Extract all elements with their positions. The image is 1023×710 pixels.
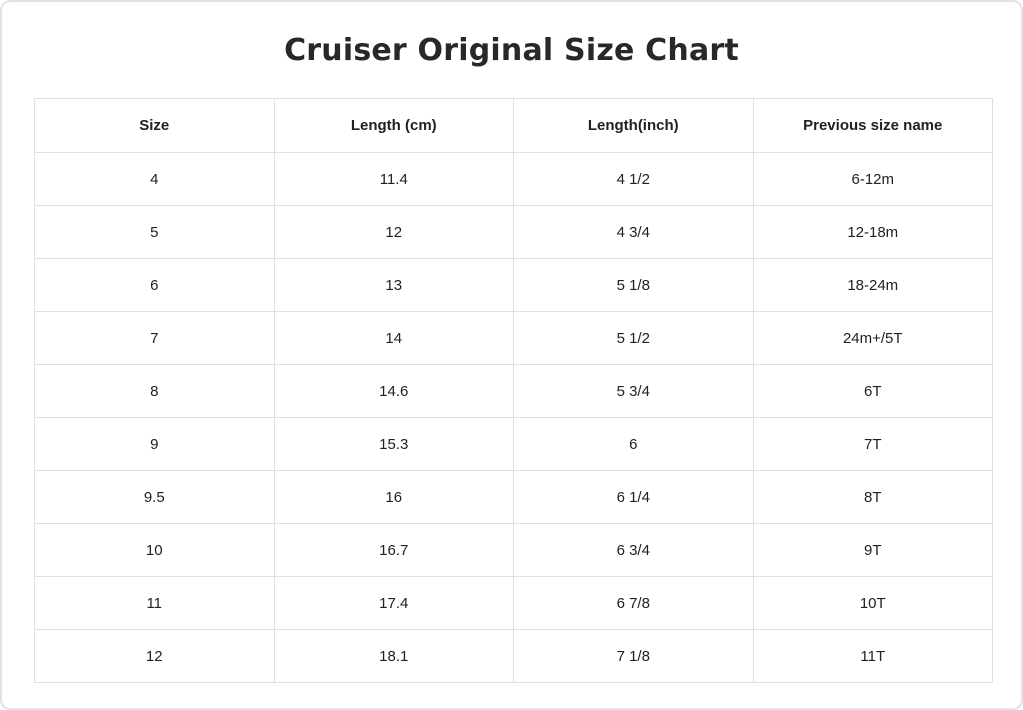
table-cell: 5 1/8 — [513, 258, 754, 312]
table-cell: 6 7/8 — [513, 576, 754, 630]
table-cell: 4 — [34, 152, 275, 206]
table-row: 8 14.6 5 3/4 6T — [34, 364, 993, 418]
table-cell: 4 1/2 — [513, 152, 754, 206]
table-cell: 10 — [34, 523, 275, 577]
size-chart-table: Size Length (cm) Length(inch) Previous s… — [34, 98, 993, 683]
table-cell: 9.5 — [34, 470, 275, 524]
table-cell: 10T — [752, 576, 993, 630]
table-row: 6 13 5 1/8 18-24m — [34, 258, 993, 312]
table-cell: 5 — [34, 205, 275, 259]
table-cell: 7 1/8 — [513, 629, 754, 683]
column-header-length-inch: Length(inch) — [513, 98, 754, 153]
table-cell: 6 3/4 — [513, 523, 754, 577]
table-cell: 6T — [752, 364, 993, 418]
table-cell: 14.6 — [273, 364, 514, 418]
table-cell: 9 — [34, 417, 275, 471]
table-cell: 9T — [752, 523, 993, 577]
table-cell: 12 — [34, 629, 275, 683]
table-cell: 11.4 — [273, 152, 514, 206]
table-cell: 4 3/4 — [513, 205, 754, 259]
table-cell: 8 — [34, 364, 275, 418]
table-cell: 7T — [752, 417, 993, 471]
table-cell: 7 — [34, 311, 275, 365]
table-cell: 5 3/4 — [513, 364, 754, 418]
column-header-length-cm: Length (cm) — [273, 98, 514, 153]
table-cell: 18.1 — [273, 629, 514, 683]
table-cell: 15.3 — [273, 417, 514, 471]
table-row: 9 15.3 6 7T — [34, 417, 993, 471]
table-cell: 14 — [273, 311, 514, 365]
table-row: 12 18.1 7 1/8 11T — [34, 629, 993, 683]
table-cell: 12 — [273, 205, 514, 259]
table-cell: 18-24m — [752, 258, 993, 312]
table-header: Size Length (cm) Length(inch) Previous s… — [34, 98, 993, 153]
table-row: 4 11.4 4 1/2 6-12m — [34, 152, 993, 206]
header-row: Size Length (cm) Length(inch) Previous s… — [34, 98, 993, 153]
table-row: 9.5 16 6 1/4 8T — [34, 470, 993, 524]
table-cell: 5 1/2 — [513, 311, 754, 365]
table-cell: 8T — [752, 470, 993, 524]
table-row: 10 16.7 6 3/4 9T — [34, 523, 993, 577]
table-row: 7 14 5 1/2 24m+/5T — [34, 311, 993, 365]
table-cell: 6 — [513, 417, 754, 471]
table-cell: 6 — [34, 258, 275, 312]
table-row: 5 12 4 3/4 12-18m — [34, 205, 993, 259]
table-cell: 11T — [752, 629, 993, 683]
table-cell: 12-18m — [752, 205, 993, 259]
page-title: Cruiser Original Size Chart — [284, 33, 739, 68]
column-header-previous-size-name: Previous size name — [752, 98, 993, 153]
table-cell: 17.4 — [273, 576, 514, 630]
column-header-size: Size — [34, 98, 275, 153]
table-cell: 16.7 — [273, 523, 514, 577]
table-cell: 16 — [273, 470, 514, 524]
table-cell: 6 1/4 — [513, 470, 754, 524]
table-row: 11 17.4 6 7/8 10T — [34, 576, 993, 630]
table-cell: 11 — [34, 576, 275, 630]
table-cell: 24m+/5T — [752, 311, 993, 365]
table-body: 4 11.4 4 1/2 6-12m 5 12 4 3/4 12-18m 6 13 5 1/8 18-… — [34, 152, 993, 683]
table-cell: 13 — [273, 258, 514, 312]
table-cell: 6-12m — [752, 152, 993, 206]
